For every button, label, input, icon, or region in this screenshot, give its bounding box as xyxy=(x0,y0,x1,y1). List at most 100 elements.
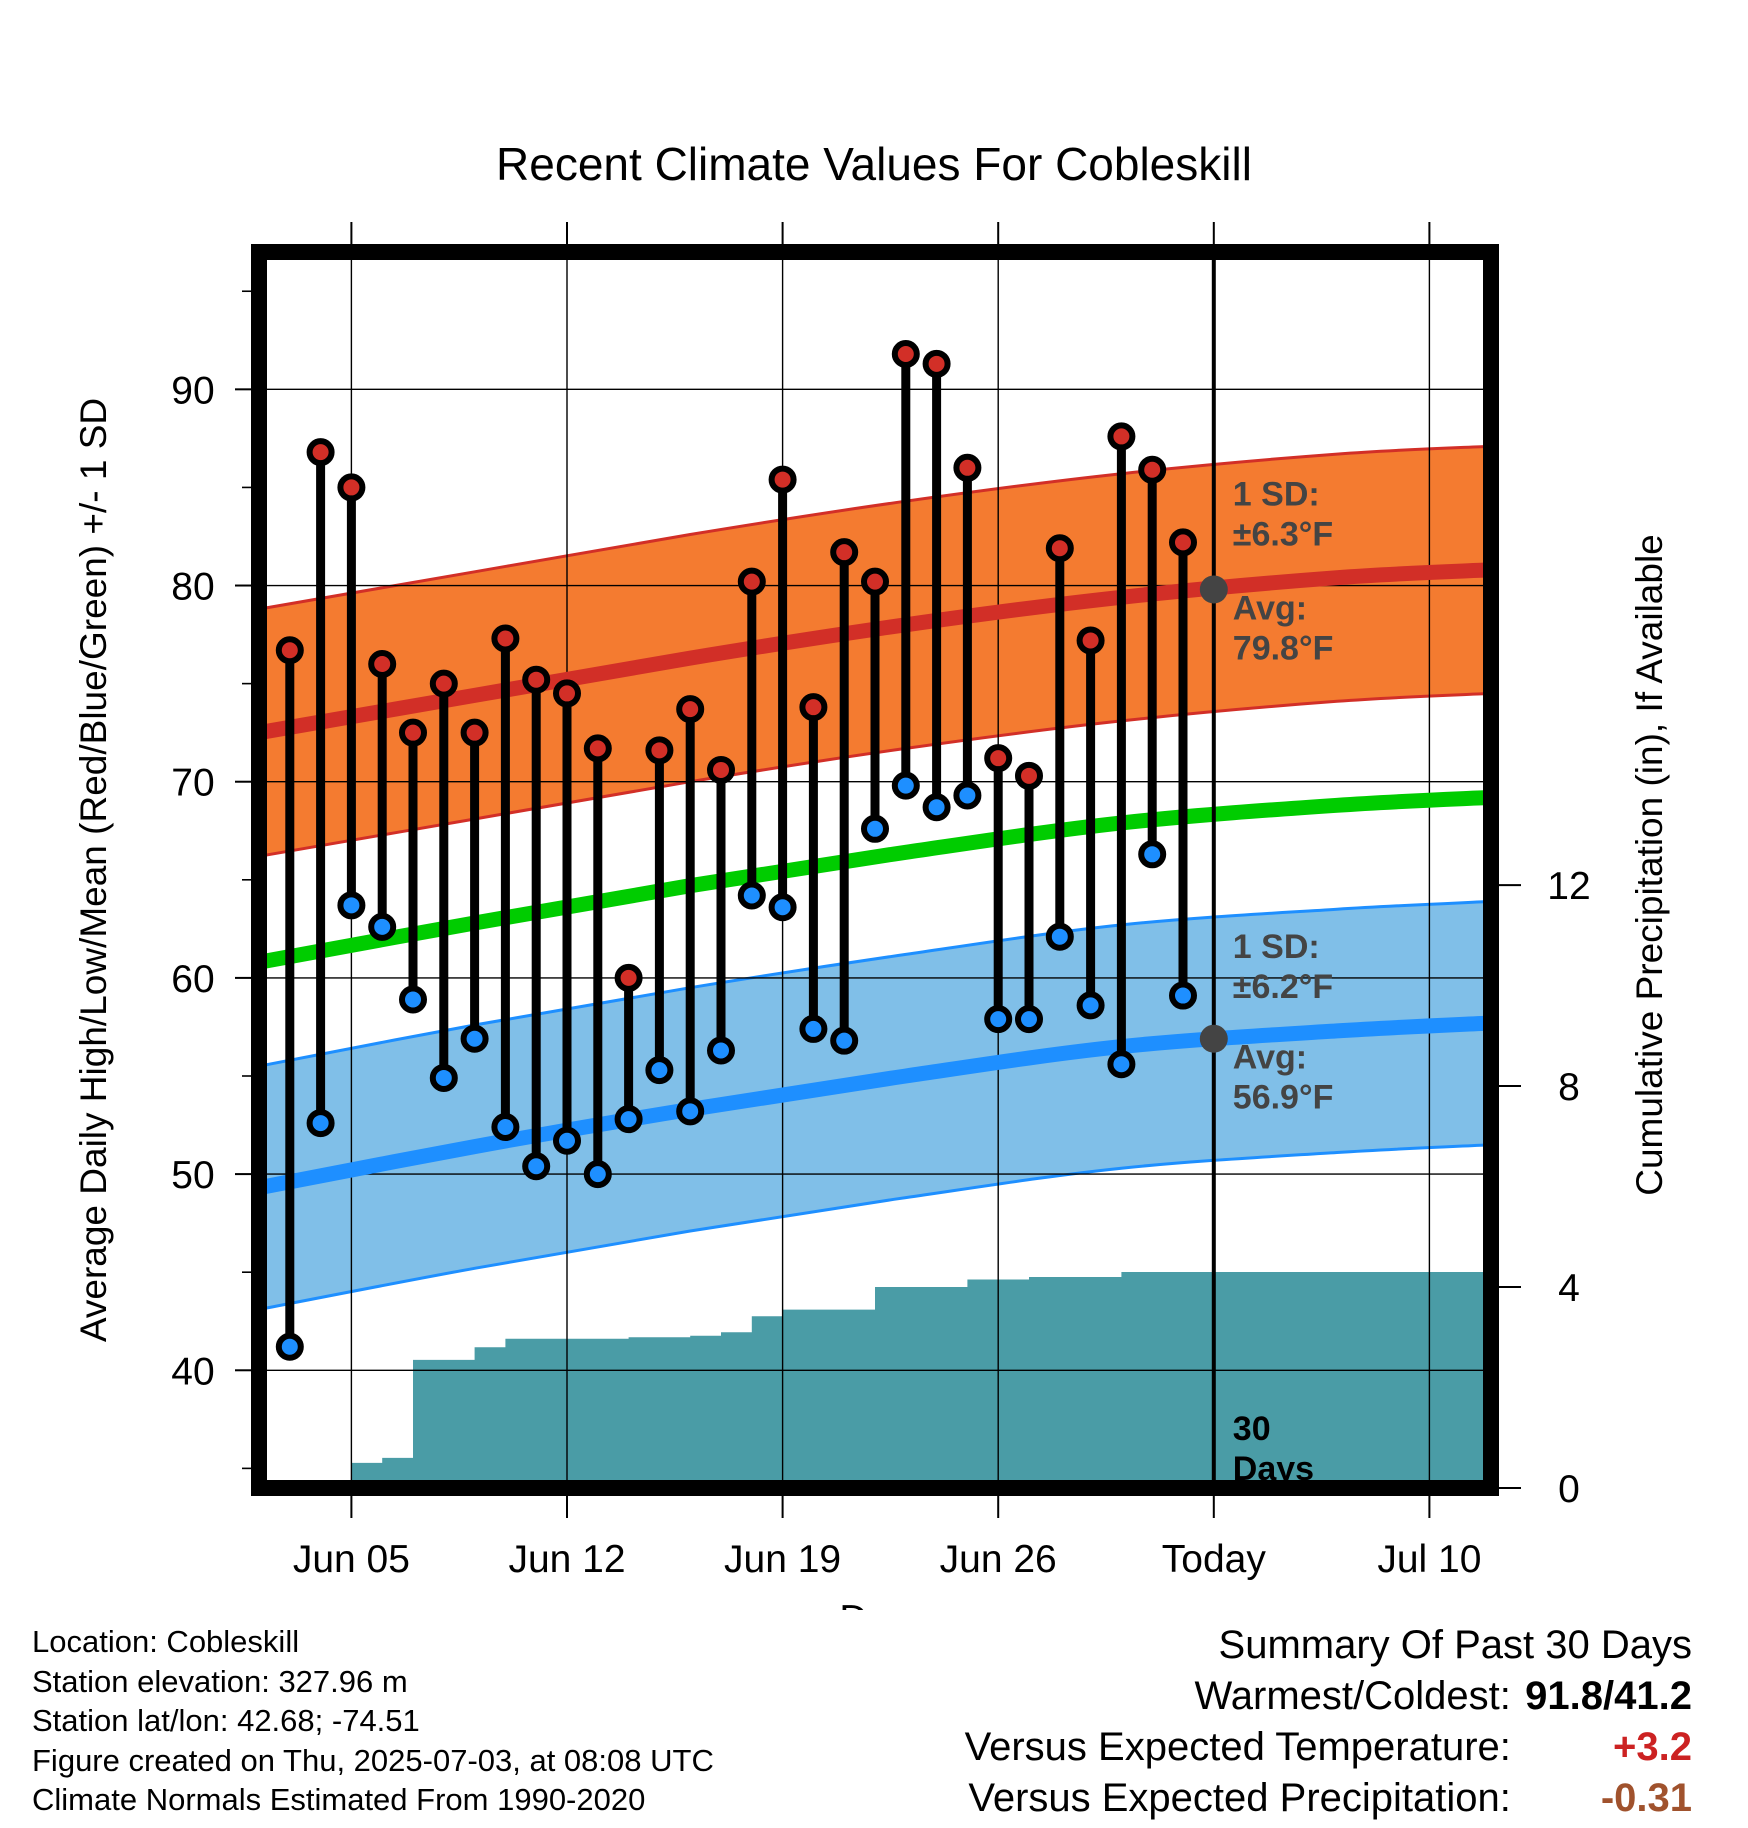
daily-high-point xyxy=(1138,455,1167,484)
daily-low-point xyxy=(1138,840,1167,869)
daily-high-point xyxy=(1169,528,1197,557)
daily-high-point xyxy=(522,665,551,694)
daily-high-point xyxy=(737,567,766,596)
daily-low-point xyxy=(737,881,766,910)
high-sd-annotation: 1 SD: ±6.3°F xyxy=(1233,475,1333,553)
daily-low-point xyxy=(553,1126,581,1155)
daily-low-point xyxy=(614,1105,643,1134)
precipitation-area-group xyxy=(320,1272,1492,1488)
x-tick-label: Jun 26 xyxy=(940,1538,1057,1581)
x-tick-label: Today xyxy=(1162,1538,1267,1581)
daily-low-point xyxy=(676,1097,705,1126)
daily-range-stems xyxy=(285,354,1188,1347)
normal-low-today-marker xyxy=(1199,1024,1228,1053)
today-marker-group xyxy=(1199,252,1228,1488)
daily-low-point xyxy=(1045,922,1074,951)
x-tick-label: Jun 05 xyxy=(293,1538,410,1581)
y-left-axis-label: Average Daily High/Low/Mean (Red/Blue/Gr… xyxy=(73,398,114,1342)
x-tick-label: Jun 12 xyxy=(508,1538,625,1581)
summary-warmest-row: Warmest/Coldest: 91.8/41.2 xyxy=(965,1671,1693,1722)
climate-chart: Recent Climate Values For Cobleskill 1 S… xyxy=(73,138,1670,1610)
daily-low-point xyxy=(1107,1050,1136,1079)
daily-high-point xyxy=(368,650,397,678)
plot-border xyxy=(251,244,1499,1496)
high-sd-annotation-line: ±6.3°F xyxy=(1233,515,1333,553)
daily-low-point xyxy=(984,1005,1013,1034)
daily-low-point xyxy=(460,1024,489,1053)
low-sd-annotation: 1 SD: ±6.2°F xyxy=(1233,928,1333,1006)
high-avg-annotation: Avg: 79.8°F xyxy=(1233,589,1334,667)
precip-departure-value: -0.31 xyxy=(1600,1776,1692,1820)
daily-low-point xyxy=(768,893,797,922)
normal-low-line xyxy=(257,1015,1492,1196)
y-right-tick-label: 8 xyxy=(1558,1066,1580,1109)
daily-high-point xyxy=(553,679,581,708)
daily-high-point xyxy=(429,669,458,698)
x-axis-label: Day xyxy=(839,1598,909,1610)
daily-high-point xyxy=(1076,626,1105,655)
daily-low-point xyxy=(799,1014,828,1043)
temp-departure-value: +3.2 xyxy=(1613,1725,1692,1769)
precip-departure-label: Versus Expected Precipitation: xyxy=(968,1776,1511,1820)
daily-high-point xyxy=(861,567,889,596)
daily-high-point xyxy=(984,744,1013,773)
daily-high-point xyxy=(830,538,859,567)
chart-title: Recent Climate Values For Cobleskill xyxy=(496,138,1252,190)
daily-low-point xyxy=(399,985,427,1014)
daily-high-point xyxy=(614,963,643,992)
warmest-label: Warmest/Coldest: xyxy=(1194,1674,1511,1718)
daily-high-point xyxy=(768,465,797,494)
daily-high-point xyxy=(1045,534,1074,563)
summary-precip-row: Versus Expected Precipitation: -0.31 xyxy=(965,1773,1692,1824)
daily-low-point xyxy=(830,1026,859,1055)
daily-high-point xyxy=(399,718,427,747)
daily-low-point xyxy=(922,793,951,822)
daily-high-point xyxy=(460,718,489,747)
daily-high-point xyxy=(583,734,612,763)
daily-high-point xyxy=(337,473,366,502)
y-right-tick-label: 0 xyxy=(1558,1468,1580,1511)
normal-high-today-marker xyxy=(1199,575,1228,604)
y-left-tick-label: 80 xyxy=(171,566,214,609)
normal-low-lower-edge xyxy=(258,1143,1492,1311)
daily-high-point xyxy=(891,340,920,369)
summary-panel: Summary Of Past 30 Days Warmest/Coldest:… xyxy=(965,1620,1692,1824)
daily-high-point xyxy=(922,349,951,378)
low-avg-annotation-line: Avg: xyxy=(1233,1039,1307,1077)
location-text: Location: Cobleskill xyxy=(32,1624,300,1659)
low-avg-annotation-line: 56.9°F xyxy=(1233,1079,1334,1117)
daily-high-point xyxy=(1107,422,1136,451)
daily-high-point xyxy=(799,693,828,722)
daily-low-point xyxy=(429,1063,458,1092)
plot-frame xyxy=(251,244,1499,1496)
low-sd-annotation-line: ±6.2°F xyxy=(1233,968,1333,1006)
daily-low-point xyxy=(953,781,982,810)
y-left-tick-label: 40 xyxy=(171,1350,214,1393)
y-left-tick-label: 70 xyxy=(171,762,214,805)
daily-low-point xyxy=(645,1056,674,1085)
low-sd-annotation-line: 1 SD: xyxy=(1233,928,1320,966)
high-avg-annotation-line: Avg: xyxy=(1233,589,1307,627)
normals-text: Climate Normals Estimated From 1990-2020 xyxy=(32,1782,646,1817)
x-tick-label: Jul 10 xyxy=(1377,1538,1481,1581)
daily-low-point xyxy=(1169,981,1197,1010)
daily-high-point xyxy=(491,624,520,653)
daily-low-point xyxy=(337,891,366,920)
y-left-tick-label: 90 xyxy=(171,369,214,412)
created-text: Figure created on Thu, 2025-07-03, at 08… xyxy=(32,1742,714,1778)
daily-low-point xyxy=(861,814,889,843)
days-annotation-line: 30 xyxy=(1233,1410,1271,1448)
high-avg-annotation-line: 79.8°F xyxy=(1233,629,1334,667)
summary-temp-row: Versus Expected Temperature: +3.2 xyxy=(965,1722,1692,1773)
y-right-tick-label: 4 xyxy=(1558,1267,1580,1310)
warmest-value: 91.8/41.2 xyxy=(1525,1674,1692,1718)
daily-high-point xyxy=(676,695,705,724)
daily-low-point xyxy=(707,1036,735,1065)
station-info: Location: Cobleskill Station elevation: … xyxy=(32,1622,714,1820)
y-right-tick-label: 12 xyxy=(1547,865,1590,908)
latlon-text: Station lat/lon: 42.68; -74.51 xyxy=(32,1703,420,1738)
daily-high-point xyxy=(953,453,982,482)
daily-low-point xyxy=(522,1152,551,1181)
